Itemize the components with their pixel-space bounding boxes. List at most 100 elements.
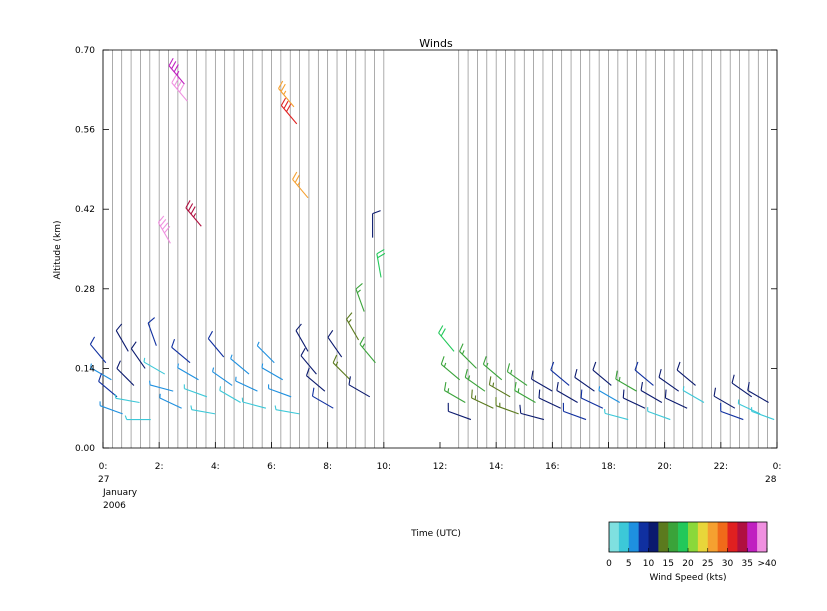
colorbar-swatch <box>707 522 718 552</box>
wind-barb <box>99 401 123 415</box>
wind-barb <box>731 374 753 398</box>
barb-feather <box>531 370 534 380</box>
barb-feather <box>377 252 386 259</box>
barb-shaft <box>634 369 654 386</box>
barb-feather <box>359 336 365 345</box>
barb-half-feather <box>447 388 450 393</box>
barb-half-feather <box>356 289 361 294</box>
barb-shaft <box>738 403 761 415</box>
barb-feather <box>300 347 306 356</box>
barb-feather <box>658 368 662 378</box>
y-tick-label: 0.56 <box>75 126 95 136</box>
barb-shaft <box>177 367 199 381</box>
x-tick-label: 12: <box>433 462 447 472</box>
barb-feather <box>556 381 559 391</box>
colorbar-swatch <box>697 522 709 552</box>
barb-shaft <box>256 345 275 364</box>
barb-shaft <box>116 368 135 386</box>
wind-barb <box>562 402 587 421</box>
wind-barb <box>372 210 381 238</box>
barb-half-feather <box>256 341 260 346</box>
barb-shaft <box>538 397 561 409</box>
barb-half-feather <box>283 90 287 95</box>
colorbar-tick-label: 15 <box>663 559 674 569</box>
barb-feather <box>482 356 487 365</box>
barb-feather <box>173 64 179 73</box>
barb-feather <box>295 323 302 331</box>
barb-shaft <box>720 410 744 421</box>
y-tick-label: 0.28 <box>75 285 95 295</box>
barb-feather <box>676 361 681 371</box>
barb-shaft <box>731 382 753 398</box>
wind-barb <box>550 361 570 386</box>
colorbar-label: Wind Speed (kts) <box>649 573 726 583</box>
barb-shaft <box>98 380 118 398</box>
wind-barb <box>622 389 646 409</box>
barb-half-feather <box>297 181 301 186</box>
wind-barb <box>89 336 107 364</box>
wind-barb <box>278 80 295 108</box>
wind-barb <box>556 381 578 403</box>
barb-half-feather <box>682 386 685 391</box>
wind-barb <box>207 330 225 358</box>
barb-feather <box>376 248 385 255</box>
wind-barb <box>219 386 241 403</box>
y-tick-label: 0.42 <box>75 205 95 215</box>
wind-barb <box>464 368 486 392</box>
wind-barb <box>235 376 258 392</box>
wind-barb <box>183 384 208 398</box>
barb-feather <box>89 336 96 345</box>
barb-half-feather <box>176 70 180 76</box>
wind-barb <box>592 361 612 386</box>
wind-barb <box>190 405 216 415</box>
barb-shaft <box>327 337 343 358</box>
barb-feather <box>185 200 191 209</box>
wind-barb <box>574 368 595 392</box>
barb-feather <box>372 210 381 215</box>
colorbar-swatch <box>678 522 689 552</box>
barb-shaft <box>665 397 688 409</box>
barb-shaft <box>682 390 705 403</box>
colorbar-swatch <box>668 522 679 552</box>
wind-barb <box>658 368 680 392</box>
barb-half-feather <box>510 369 513 375</box>
barb-feather <box>332 354 338 364</box>
barb-shaft <box>295 330 309 352</box>
barb-feather <box>283 100 289 109</box>
barb-half-feather <box>598 386 601 391</box>
barb-shaft <box>275 409 300 415</box>
colorbar-swatch <box>609 522 620 552</box>
wind-barb <box>471 389 494 409</box>
barb-shaft <box>604 412 629 421</box>
barb-half-feather <box>190 405 193 410</box>
colorbar-swatch <box>737 522 748 552</box>
barb-shaft <box>531 378 553 392</box>
barb-shaft <box>147 322 157 346</box>
barb-feather <box>592 361 597 371</box>
barb-shaft <box>184 388 208 398</box>
colorbar-swatch <box>638 522 649 552</box>
wind-barb <box>292 171 309 199</box>
barb-half-feather <box>114 394 117 399</box>
barb-feather <box>506 363 511 372</box>
barb-feather <box>171 339 176 348</box>
barb-shaft <box>115 330 129 352</box>
barb-feather <box>171 75 177 84</box>
wind-barb <box>495 397 519 415</box>
wind-barb <box>171 75 188 102</box>
barb-shaft <box>143 361 166 375</box>
barb-shaft <box>191 409 216 415</box>
barb-feather <box>713 387 717 397</box>
wind-barb <box>459 343 477 369</box>
barb-feather <box>664 389 667 399</box>
barb-shaft <box>230 358 250 375</box>
barb-shaft <box>574 376 595 392</box>
barb-feather <box>348 376 351 385</box>
barb-feather <box>519 404 522 414</box>
barb-shaft <box>563 410 587 421</box>
barb-feather <box>98 373 103 382</box>
barb-feather <box>179 84 185 93</box>
date-label-end-day: 28 <box>765 475 777 485</box>
wind-barb <box>506 363 528 386</box>
date-label-year: 2006 <box>103 501 126 511</box>
